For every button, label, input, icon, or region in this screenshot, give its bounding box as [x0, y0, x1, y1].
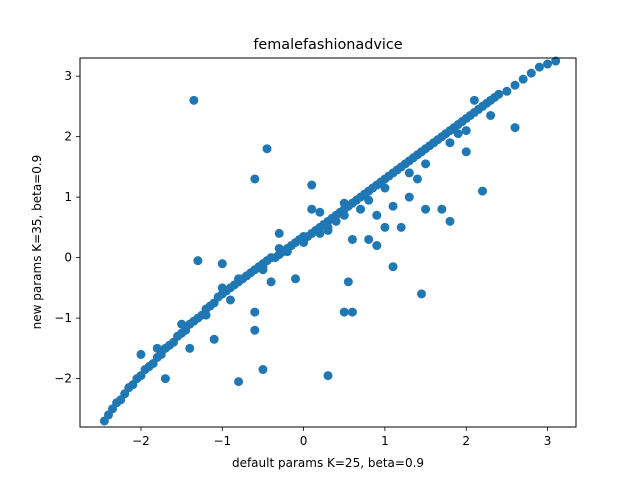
scatter-point — [461, 126, 471, 136]
scatter-point — [356, 204, 366, 214]
scatter-point — [388, 201, 398, 211]
x-tick-label: 2 — [462, 434, 470, 448]
scatter-point — [307, 204, 317, 214]
scatter-point — [339, 307, 349, 317]
scatter-point — [189, 95, 199, 105]
scatter-point — [250, 307, 260, 317]
scatter-point — [225, 295, 235, 305]
scatter-point — [201, 310, 211, 320]
y-tick-label: 3 — [64, 69, 72, 83]
x-tick-label: −2 — [132, 434, 150, 448]
scatter-point — [486, 110, 496, 120]
scatter-point — [299, 238, 309, 247]
scatter-point — [412, 174, 422, 184]
scatter-point — [453, 129, 463, 139]
x-axis-ticks: −2 −1 0 1 2 3 — [132, 427, 551, 448]
scatter-point — [307, 180, 317, 190]
scatter-point — [437, 204, 447, 214]
plot-frame — [79, 57, 577, 428]
y-tick-label: 0 — [64, 251, 72, 265]
y-axis-ticks: −2 −1 0 1 2 3 — [54, 69, 80, 386]
scatter-point — [534, 62, 544, 72]
scatter-point — [323, 222, 333, 232]
scatter-point — [543, 59, 553, 69]
scatter-point — [209, 334, 219, 344]
scatter-point — [347, 307, 357, 317]
scatter-point — [185, 343, 195, 353]
scatter-point — [274, 244, 284, 254]
scatter-point — [372, 241, 382, 251]
scatter-point — [331, 216, 341, 226]
scatter-point — [469, 95, 479, 105]
scatter-point — [266, 277, 276, 287]
scatter-point — [234, 377, 244, 387]
scatter-point — [461, 147, 471, 157]
scatter-point — [445, 138, 455, 148]
scatter-point — [388, 262, 398, 272]
scatter-point — [380, 183, 390, 193]
scatter-point — [250, 325, 260, 335]
scatter-point — [323, 371, 333, 381]
scatter-point — [551, 56, 561, 66]
scatter-point — [494, 89, 504, 99]
scatter-point — [404, 192, 414, 202]
scatter-point — [445, 216, 455, 226]
scatter-point — [258, 365, 268, 375]
scatter-point — [234, 274, 244, 284]
scatter-point — [510, 123, 520, 133]
chart-title: femalefashionadvice — [253, 37, 402, 53]
scatter-point — [152, 343, 162, 353]
scatter-point — [315, 228, 325, 238]
scatter-point — [315, 207, 325, 217]
scatter-point — [404, 168, 414, 178]
scatter-point — [421, 159, 431, 169]
scatter-point — [258, 265, 268, 275]
scatter-point — [526, 68, 536, 78]
points-layer — [99, 56, 561, 426]
scatter-point — [364, 234, 374, 244]
scatter-point — [282, 247, 292, 257]
scatter-point — [160, 374, 170, 384]
scatter-point — [177, 319, 187, 329]
y-tick-label: 2 — [64, 130, 72, 144]
scatter-point — [136, 349, 146, 359]
y-tick-label: −1 — [54, 311, 72, 325]
scatter-point — [193, 256, 203, 266]
x-tick-label: −1 — [213, 434, 231, 448]
scatter-point — [339, 210, 349, 220]
x-tick-label: 0 — [300, 434, 308, 448]
x-axis-label: default params K=25, beta=0.9 — [232, 456, 424, 470]
scatter-point — [262, 144, 272, 154]
scatter-point — [429, 138, 439, 148]
scatter-point — [396, 222, 406, 232]
scatter-point — [417, 289, 427, 299]
scatter-point — [510, 80, 520, 90]
scatter-point — [477, 186, 487, 196]
x-tick-label: 3 — [544, 434, 552, 448]
scatter-point — [217, 283, 227, 293]
scatter-point — [343, 277, 353, 287]
scatter-point — [347, 234, 357, 244]
scatter-point — [518, 74, 528, 84]
scatter-point — [290, 274, 300, 284]
scatter-point — [274, 228, 284, 238]
scatter-point — [339, 198, 349, 208]
scatter-point — [372, 210, 382, 220]
x-tick-label: 1 — [381, 434, 389, 448]
scatter-point — [364, 195, 374, 205]
scatter-point — [380, 222, 390, 232]
scatter-point — [250, 174, 260, 184]
scatter-point — [217, 259, 227, 269]
y-tick-label: 1 — [64, 190, 72, 204]
y-axis-label: new params K=35, beta=0.9 — [30, 155, 44, 330]
y-tick-label: −2 — [54, 372, 72, 386]
scatter-point — [502, 86, 512, 96]
scatter-point — [421, 204, 431, 214]
